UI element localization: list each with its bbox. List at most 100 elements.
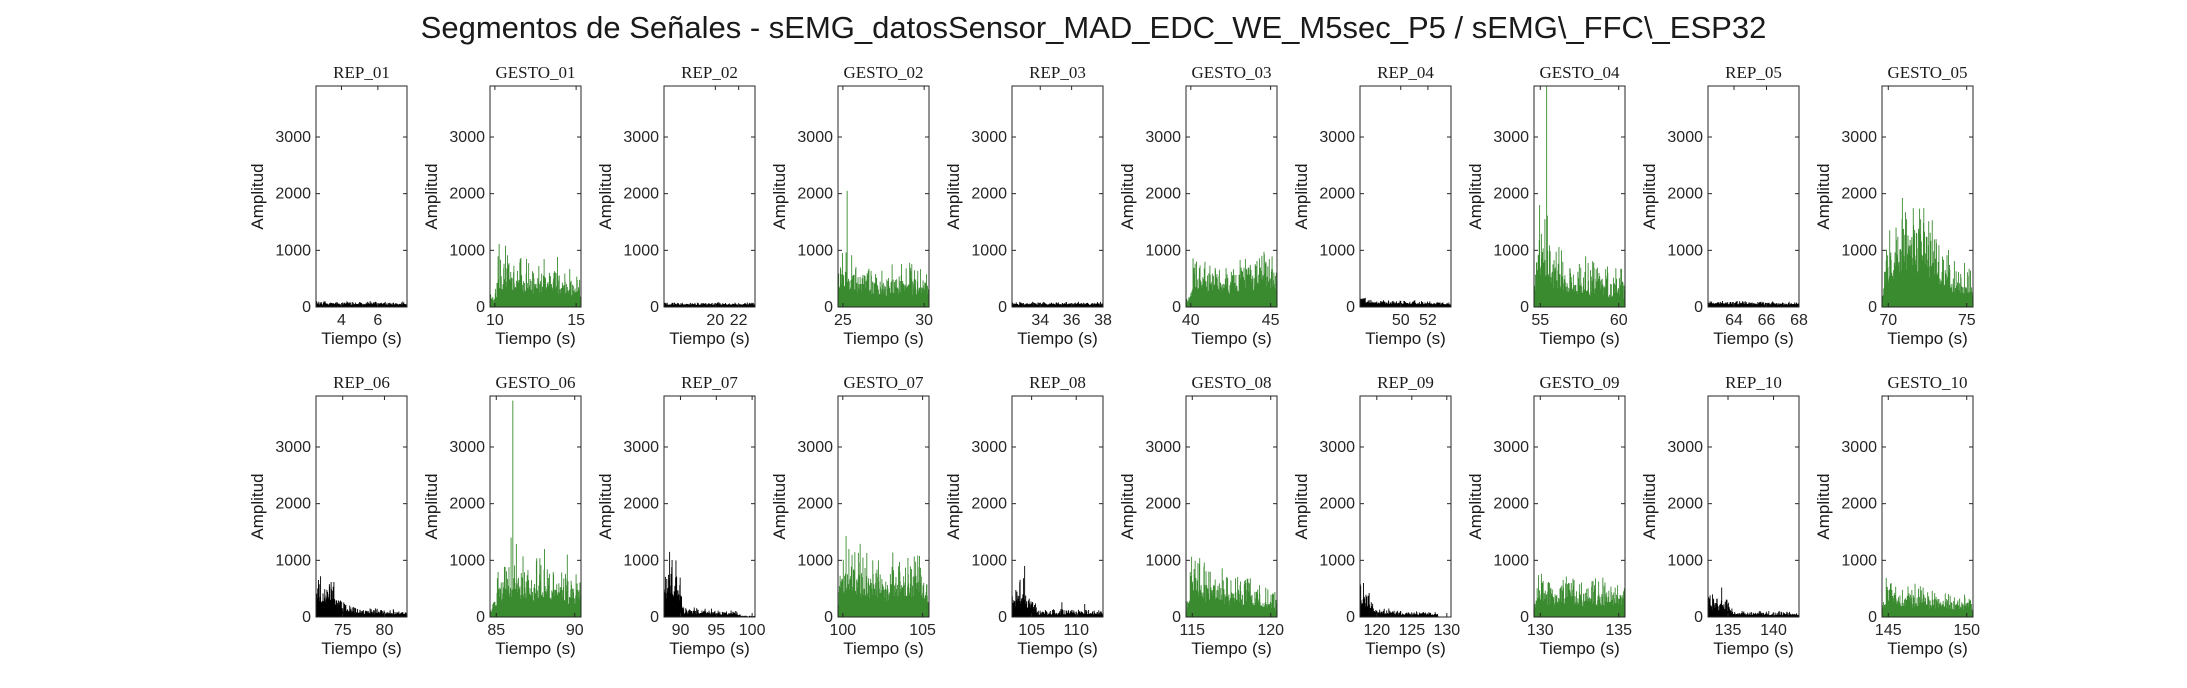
axes-frame	[489, 395, 582, 618]
axes-frame	[1881, 85, 1974, 308]
x-axis-label: Tiempo (s)	[1365, 639, 1446, 658]
y-axis-label: Amplitud	[1640, 473, 1659, 539]
y-axis-label: Amplitud	[1466, 473, 1485, 539]
axes-frame	[1533, 85, 1626, 308]
x-tick-label: 95	[707, 622, 725, 639]
axes-frame	[663, 85, 756, 308]
y-tick-label: 3000	[275, 129, 311, 146]
x-axis-label: Tiempo (s)	[669, 329, 750, 348]
subplot-title: REP_04	[1377, 63, 1434, 82]
x-tick-label: 85	[487, 622, 505, 639]
x-tick-label: 22	[730, 312, 748, 329]
x-tick-label: 130	[1433, 622, 1460, 639]
x-tick-label: 64	[1725, 312, 1743, 329]
y-tick-label: 3000	[275, 439, 311, 456]
subplot-gesto-09: 0 1000 2000 3000 130 135 GESTO_09 Tiempo (s) Amp…	[1466, 373, 1632, 658]
y-tick-label: 0	[476, 609, 485, 626]
y-tick-label: 0	[1346, 299, 1355, 316]
x-tick-label: 130	[1527, 622, 1554, 639]
y-tick-label: 3000	[1145, 439, 1181, 456]
y-tick-label: 0	[476, 299, 485, 316]
x-axis-label: Tiempo (s)	[321, 639, 402, 658]
axes-frame	[489, 85, 582, 308]
y-tick-label: 3000	[1667, 129, 1703, 146]
signal-trace	[1533, 86, 1626, 307]
x-axis-label: Tiempo (s)	[1713, 639, 1794, 658]
x-tick-label: 145	[1875, 622, 1902, 639]
subplot-rep-08: 0 1000 2000 3000 105 110 REP_08 Tiempo (s) Ampli…	[944, 373, 1104, 658]
x-tick-label: 68	[1790, 312, 1808, 329]
y-tick-label: 0	[998, 609, 1007, 626]
x-tick-label: 34	[1031, 312, 1049, 329]
y-tick-label: 2000	[1145, 496, 1181, 513]
y-tick-label: 0	[1694, 299, 1703, 316]
y-axis-label: Amplitud	[944, 163, 963, 229]
x-tick-label: 150	[1953, 622, 1980, 639]
subplot-title: GESTO_07	[844, 373, 924, 392]
y-tick-label: 1000	[797, 552, 833, 569]
y-tick-label: 3000	[1841, 439, 1877, 456]
y-tick-label: 2000	[275, 496, 311, 513]
y-tick-label: 1000	[623, 552, 659, 569]
x-tick-label: 40	[1182, 312, 1200, 329]
x-axis-label: Tiempo (s)	[1539, 329, 1620, 348]
y-tick-label: 2000	[1145, 186, 1181, 203]
y-axis-label: Amplitud	[1814, 163, 1833, 229]
subplot-gesto-02: 0 1000 2000 3000 25 30 GESTO_02 Tiempo (s) Ampli…	[770, 63, 933, 348]
y-tick-label: 1000	[275, 242, 311, 259]
y-tick-label: 1000	[449, 242, 485, 259]
y-tick-label: 1000	[1493, 242, 1529, 259]
subplot-rep-09: 0 1000 2000 3000 120 125 130 REP_09 Tiempo (s) Am…	[1292, 373, 1460, 658]
signal-trace	[315, 576, 408, 617]
y-tick-label: 3000	[971, 439, 1007, 456]
x-tick-label: 30	[915, 312, 933, 329]
y-tick-label: 3000	[449, 439, 485, 456]
subplot-title: REP_05	[1725, 63, 1782, 82]
subplot-title: REP_06	[333, 373, 390, 392]
x-axis-label: Tiempo (s)	[1365, 329, 1446, 348]
y-tick-label: 2000	[275, 186, 311, 203]
y-tick-label: 1000	[623, 242, 659, 259]
subplot-title: GESTO_04	[1540, 63, 1620, 82]
x-tick-label: 135	[1605, 622, 1632, 639]
y-tick-label: 3000	[1319, 129, 1355, 146]
signal-trace	[1359, 583, 1439, 617]
y-tick-label: 2000	[623, 186, 659, 203]
y-tick-label: 3000	[1319, 439, 1355, 456]
axes-frame	[1707, 85, 1800, 308]
axes-frame	[1185, 395, 1278, 618]
y-tick-label: 1000	[275, 552, 311, 569]
x-tick-label: 66	[1758, 312, 1776, 329]
y-axis-label: Amplitud	[1118, 163, 1137, 229]
x-tick-label: 55	[1531, 312, 1549, 329]
x-tick-label: 15	[567, 312, 585, 329]
subplot-title: GESTO_09	[1540, 373, 1620, 392]
y-tick-label: 0	[998, 299, 1007, 316]
y-tick-label: 3000	[1667, 439, 1703, 456]
x-tick-label: 4	[337, 312, 346, 329]
axes-frame	[1359, 85, 1452, 308]
y-tick-label: 2000	[1319, 496, 1355, 513]
y-tick-label: 0	[1868, 299, 1877, 316]
x-axis-label: Tiempo (s)	[1191, 639, 1272, 658]
y-tick-label: 2000	[797, 186, 833, 203]
signal-trace	[1707, 300, 1800, 307]
y-axis-label: Amplitud	[1814, 473, 1833, 539]
subplot-title: GESTO_02	[844, 63, 924, 82]
x-tick-label: 100	[829, 622, 856, 639]
y-axis-label: Amplitud	[944, 473, 963, 539]
y-tick-label: 1000	[971, 552, 1007, 569]
y-tick-label: 2000	[623, 496, 659, 513]
subplot-title: REP_02	[681, 63, 738, 82]
x-tick-label: 105	[909, 622, 936, 639]
subplot-gesto-03: 0 1000 2000 3000 40 45 GESTO_03 Tiempo (s) Ampli…	[1118, 63, 1280, 348]
signal-trace	[1533, 573, 1626, 617]
y-axis-label: Amplitud	[422, 473, 441, 539]
subplot-rep-07: 0 1000 2000 3000 90 95 100 REP_07 Tiempo (s) Ampl…	[596, 373, 766, 658]
axes-frame	[315, 395, 408, 618]
y-tick-label: 0	[1172, 609, 1181, 626]
subplot-title: GESTO_03	[1192, 63, 1272, 82]
y-axis-label: Amplitud	[770, 473, 789, 539]
signal-trace	[663, 551, 756, 617]
